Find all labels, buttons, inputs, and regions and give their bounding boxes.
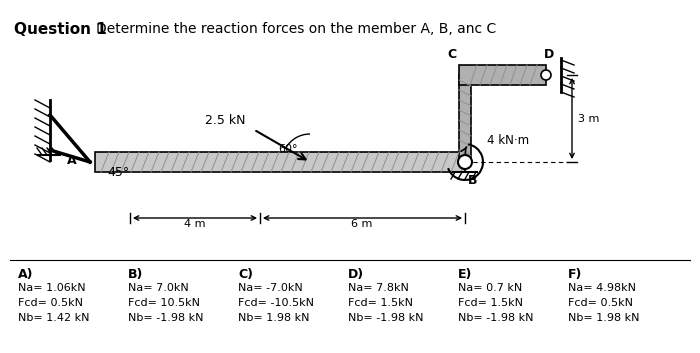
- Text: 60°: 60°: [278, 144, 298, 154]
- Text: Na= 4.98kN: Na= 4.98kN: [568, 283, 636, 293]
- Text: D: D: [544, 48, 554, 61]
- Text: Na= 1.06kN: Na= 1.06kN: [18, 283, 85, 293]
- Text: A): A): [18, 268, 34, 281]
- Text: C): C): [238, 268, 253, 281]
- Text: Fcd= 0.5kN: Fcd= 0.5kN: [18, 298, 83, 308]
- Text: B): B): [128, 268, 144, 281]
- Circle shape: [541, 70, 551, 80]
- Text: Nb= 1.98 kN: Nb= 1.98 kN: [238, 313, 309, 323]
- Text: Nb= -1.98 kN: Nb= -1.98 kN: [348, 313, 424, 323]
- Text: Question 1: Question 1: [14, 22, 106, 37]
- Text: Determine the reaction forces on the member A, B, anc C: Determine the reaction forces on the mem…: [96, 22, 496, 36]
- Text: C: C: [448, 48, 457, 61]
- Text: Fcd= 10.5kN: Fcd= 10.5kN: [128, 298, 200, 308]
- Text: E): E): [458, 268, 472, 281]
- Text: Fcd= 1.5kN: Fcd= 1.5kN: [458, 298, 523, 308]
- Text: Na= 7.8kN: Na= 7.8kN: [348, 283, 409, 293]
- Text: Nb= -1.98 kN: Nb= -1.98 kN: [128, 313, 204, 323]
- Bar: [95, 152, 465, 172]
- Text: 3 m: 3 m: [578, 114, 599, 124]
- Text: 45°: 45°: [107, 166, 130, 179]
- Bar: [459, 75, 471, 162]
- Text: Na= 0.7 kN: Na= 0.7 kN: [458, 283, 522, 293]
- Circle shape: [458, 155, 472, 169]
- Text: Nb= 1.42 kN: Nb= 1.42 kN: [18, 313, 90, 323]
- Text: 4 kN·m: 4 kN·m: [487, 134, 529, 147]
- Text: Fcd= 0.5kN: Fcd= 0.5kN: [568, 298, 633, 308]
- Bar: [459, 65, 546, 85]
- Text: B: B: [468, 174, 477, 187]
- Text: F): F): [568, 268, 582, 281]
- Text: 4 m: 4 m: [184, 219, 206, 229]
- Text: Na= 7.0kN: Na= 7.0kN: [128, 283, 189, 293]
- Text: D): D): [348, 268, 364, 281]
- Text: Fcd= 1.5kN: Fcd= 1.5kN: [348, 298, 413, 308]
- Text: 2.5 kN: 2.5 kN: [205, 114, 246, 127]
- Text: Fcd= -10.5kN: Fcd= -10.5kN: [238, 298, 314, 308]
- Text: Nb= 1.98 kN: Nb= 1.98 kN: [568, 313, 640, 323]
- Text: 6 m: 6 m: [351, 219, 372, 229]
- Text: Nb= -1.98 kN: Nb= -1.98 kN: [458, 313, 533, 323]
- Text: A: A: [67, 154, 77, 167]
- Text: Na= -7.0kN: Na= -7.0kN: [238, 283, 302, 293]
